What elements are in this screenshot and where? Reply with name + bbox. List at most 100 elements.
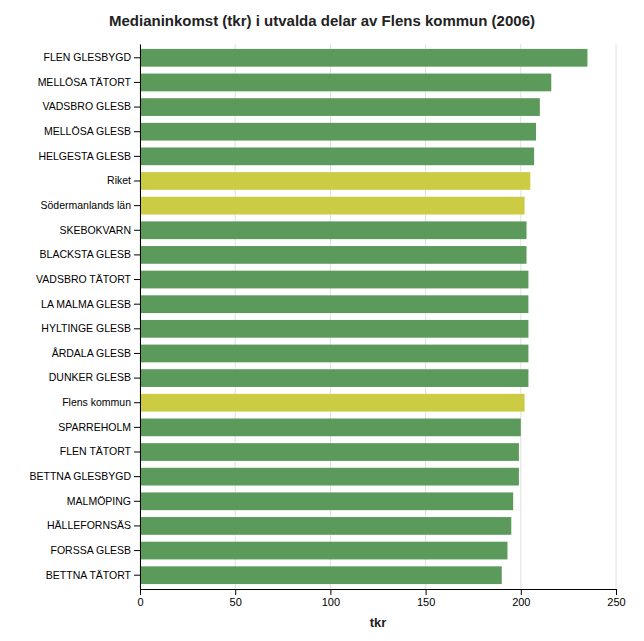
tick-mark	[134, 378, 140, 379]
tick: Riket	[107, 174, 140, 186]
bar	[140, 517, 511, 535]
tick-mark	[134, 328, 140, 329]
tick-mark	[134, 82, 140, 83]
tick-mark	[134, 57, 140, 58]
tick-mark	[134, 205, 140, 206]
bar	[140, 98, 540, 116]
tick: LA MALMA GLESB	[41, 298, 140, 310]
tick: ÅRDALA GLESB	[52, 347, 140, 359]
tick-label: Flens kommun	[62, 396, 131, 408]
bar	[140, 394, 525, 412]
tick-mark	[134, 107, 140, 108]
tick-label: 150	[417, 596, 435, 608]
tick: 0	[137, 589, 143, 608]
tick-label: 100	[322, 596, 340, 608]
tick-mark	[134, 501, 140, 502]
tick: BETTNA GLESBYGD	[29, 470, 140, 482]
tick-mark	[134, 476, 140, 477]
tick-label: LA MALMA GLESB	[41, 298, 131, 310]
bar	[140, 492, 513, 510]
bar	[140, 566, 502, 584]
tick: FLEN TÄTORT	[60, 445, 140, 457]
title: Medianinkomst (tkr) i utvalda delar av F…	[109, 12, 535, 29]
bar	[140, 443, 519, 461]
tick-label: VADSBRO GLESB	[42, 100, 131, 112]
bar	[140, 542, 507, 560]
tick: 100	[322, 589, 340, 608]
tick-mark	[134, 427, 140, 428]
tick-mark	[134, 353, 140, 354]
tick-label: FLEN GLESBYGD	[43, 51, 131, 63]
tick: HYLTINGE GLESB	[41, 322, 140, 334]
tick: DUNKER GLESB	[49, 371, 140, 383]
tick: VADSBRO GLESB	[42, 100, 140, 112]
bars	[140, 49, 587, 584]
tick-label: BLACKSTA GLESB	[40, 248, 131, 260]
tick-mark	[330, 589, 331, 595]
tick-label: BETTNA GLESBYGD	[29, 470, 131, 482]
tick: 150	[417, 589, 435, 608]
tick-mark	[134, 156, 140, 157]
x-axis: 0 50 100 150 200 250	[137, 589, 625, 608]
plot-area: 0 50 100 150 200 250 FLEN GLESBYGD MELLÖSA TÄTO…	[29, 44, 625, 608]
tick-mark	[134, 452, 140, 453]
tick: 200	[512, 589, 530, 608]
x-axis-title: tkr	[370, 615, 387, 630]
tick-label: 50	[230, 596, 242, 608]
tick-label: 250	[607, 596, 625, 608]
tick-mark	[134, 575, 140, 576]
tick-label: SKEBOKVARN	[59, 224, 131, 236]
tick: SPARREHOLM	[58, 421, 140, 433]
bar	[140, 295, 528, 313]
tick: BLACKSTA GLESB	[40, 248, 140, 260]
axis-line	[140, 45, 141, 590]
tick-mark	[134, 230, 140, 231]
grid-line	[616, 44, 617, 589]
y-axis: FLEN GLESBYGD MELLÖSA TÄTORT VADSBRO GLESB…	[29, 45, 140, 590]
tick: FLEN GLESBYGD	[43, 51, 140, 63]
tick-mark	[134, 279, 140, 280]
tick-label: FORSSA GLESB	[50, 544, 131, 556]
tick-mark	[140, 589, 141, 595]
tick-label: Riket	[107, 174, 131, 186]
tick-mark	[134, 550, 140, 551]
tick: HELGESTA GLESB	[38, 150, 140, 162]
tick-label: HÄLLEFORNSÄS	[47, 519, 131, 531]
tick-label: FLEN TÄTORT	[60, 445, 132, 457]
grid	[140, 44, 616, 589]
tick: MELLÖSA TÄTORT	[38, 76, 140, 88]
tick: BETTNA TÄTORT	[46, 569, 140, 581]
tick-mark	[235, 589, 236, 595]
bar	[140, 345, 528, 363]
bar	[140, 369, 528, 387]
tick-label: HELGESTA GLESB	[38, 150, 131, 162]
tick: MELLÖSA GLESB	[44, 125, 140, 137]
tick-label: MELLÖSA TÄTORT	[38, 76, 132, 88]
tick-label: Södermanlands län	[41, 199, 132, 211]
tick-label: BETTNA TÄTORT	[46, 569, 132, 581]
tick-mark	[134, 304, 140, 305]
tick: Flens kommun	[62, 396, 140, 408]
tick-label: MELLÖSA GLESB	[44, 125, 131, 137]
tick: 50	[230, 589, 242, 608]
bar	[140, 246, 527, 264]
tick: Södermanlands län	[41, 199, 140, 211]
tick-mark	[426, 589, 427, 595]
tick-mark	[134, 254, 140, 255]
bar	[140, 49, 587, 67]
bar	[140, 123, 536, 141]
bar	[140, 271, 528, 289]
tick: MALMÖPING	[67, 495, 140, 507]
tick-mark	[134, 131, 140, 132]
bar	[140, 419, 521, 437]
bar	[140, 221, 527, 239]
tick-label: SPARREHOLM	[58, 421, 131, 433]
tick-label: 0	[137, 596, 143, 608]
tick: VADSBRO TÄTORT	[36, 273, 140, 285]
tick-mark	[134, 525, 140, 526]
tick-label: ÅRDALA GLESB	[52, 347, 131, 359]
bar	[140, 468, 519, 486]
bar	[140, 320, 528, 338]
bar	[140, 74, 551, 92]
bar	[140, 197, 525, 215]
